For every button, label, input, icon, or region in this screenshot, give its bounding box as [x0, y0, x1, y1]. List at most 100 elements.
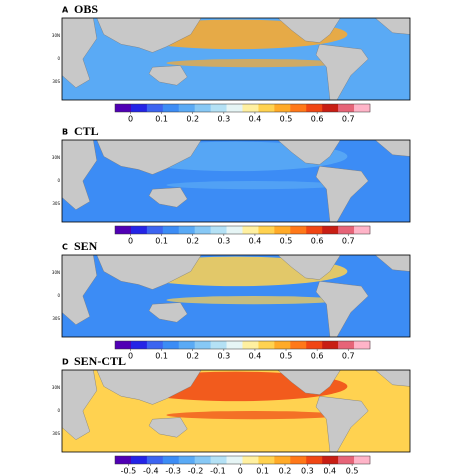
lat-label: 0 [57, 178, 60, 183]
colorbar-box [354, 104, 371, 112]
colorbar-box [146, 456, 164, 464]
colorbar-tick-label: 0.2 [186, 115, 199, 124]
colorbar-box [322, 456, 339, 464]
colorbar-box [178, 104, 195, 112]
colorbar-box [322, 341, 339, 349]
colorbar-tick-label: 0.3 [217, 237, 230, 246]
lat-label: 30N [52, 33, 60, 38]
colorbar-box [194, 226, 211, 234]
land [148, 187, 188, 208]
lat-label: 0 [57, 56, 60, 61]
colorbar-tick-label: 0.4 [249, 115, 262, 124]
lat-label: 0 [57, 408, 60, 413]
lat-label: 30S [52, 201, 60, 206]
map-frame [61, 139, 411, 223]
colorbar-box [274, 104, 291, 112]
colorbar-box [306, 226, 323, 234]
colorbar-tick-label: 0.1 [155, 352, 168, 361]
colorbar-tick-label: 0.6 [311, 115, 324, 124]
colorbar-frame [114, 225, 371, 235]
colorbar-box [226, 104, 243, 112]
colorbar-tick-label: 0.6 [311, 237, 324, 246]
land [315, 281, 369, 337]
land [277, 18, 341, 43]
colorbar-box [130, 341, 148, 349]
colorbar-tick-label: 0.2 [279, 467, 292, 474]
map [62, 18, 410, 100]
colorbar-box [274, 456, 291, 464]
lat-label: 30N [52, 155, 60, 160]
land [277, 140, 341, 165]
panel-title: SEN-CTL [74, 354, 126, 368]
colorbar-tick-label: -0.1 [210, 467, 226, 474]
land [96, 140, 202, 175]
colorbar-tick-label: 0.5 [280, 115, 293, 124]
colorbar-box [242, 226, 259, 234]
colorbar-box [115, 226, 132, 234]
colorbar-box [354, 456, 371, 464]
land [374, 18, 410, 35]
colorbar-box [290, 226, 307, 234]
colorbar-box [306, 104, 323, 112]
lat-label: 30N [52, 385, 60, 390]
colorbar-box [178, 226, 195, 234]
colorbar-box [146, 104, 164, 112]
colorbar-box [338, 104, 355, 112]
colorbar-tick-label: 0.4 [323, 467, 336, 474]
colorbar-box [115, 104, 132, 112]
colorbar-box [258, 456, 275, 464]
colorbar-tick-label: 0.1 [256, 467, 269, 474]
panel: B CTL 30N 0 30S 0 0.1 0.2 0.3 0.4 0.5 0.6 0.7 [52, 124, 411, 246]
colorbar-box [130, 456, 148, 464]
colorbar-box [210, 226, 227, 234]
colorbar-box [338, 456, 355, 464]
colorbar-tick-label: -0.3 [165, 467, 181, 474]
warm-region [166, 59, 341, 68]
colorbar-tick-label: 0.5 [280, 237, 293, 246]
panel-title: CTL [74, 124, 99, 138]
colorbar-tick-label: 0.2 [186, 237, 199, 246]
panel-letter: D [62, 358, 69, 367]
colorbar-box [194, 341, 211, 349]
colorbar-tick-label: 0 [128, 352, 133, 361]
map-frame [61, 254, 411, 338]
colorbar-box [258, 341, 275, 349]
colorbar-tick-label: 0.7 [342, 115, 355, 124]
colorbar-box [290, 104, 307, 112]
colorbar-box [146, 226, 164, 234]
panel-letter: B [62, 128, 68, 137]
colorbar-box [322, 226, 339, 234]
colorbar-tick-label: 0.1 [155, 237, 168, 246]
panel-title: OBS [74, 2, 98, 16]
colorbar-box [194, 104, 211, 112]
panel-letter: C [62, 243, 68, 252]
map [62, 140, 410, 222]
colorbar-tick-label: 0.4 [249, 352, 262, 361]
land [374, 255, 410, 272]
colorbar-tick-label: 0 [128, 115, 133, 124]
warm-region [166, 411, 341, 420]
map [62, 255, 410, 337]
lat-label: 30S [52, 316, 60, 321]
lat-label: 30S [52, 79, 60, 84]
colorbar-tick-label: 0.1 [155, 115, 168, 124]
colorbar-box [162, 226, 180, 234]
lat-label: 30N [52, 270, 60, 275]
colorbar-box [354, 341, 371, 349]
land [277, 255, 341, 280]
land [315, 44, 369, 100]
land [62, 255, 98, 325]
land [148, 302, 188, 323]
colorbar-tick-label: 0.4 [249, 237, 262, 246]
colorbar-tick-label: -0.4 [143, 467, 159, 474]
colorbar-box [162, 104, 180, 112]
colorbar-box [226, 341, 243, 349]
colorbar-box [115, 456, 132, 464]
colorbar-frame [114, 455, 371, 465]
land [148, 65, 188, 86]
colorbar-box [338, 226, 355, 234]
colorbar-box [210, 456, 227, 464]
colorbar-tick-label: 0.6 [311, 352, 324, 361]
land [62, 370, 98, 440]
